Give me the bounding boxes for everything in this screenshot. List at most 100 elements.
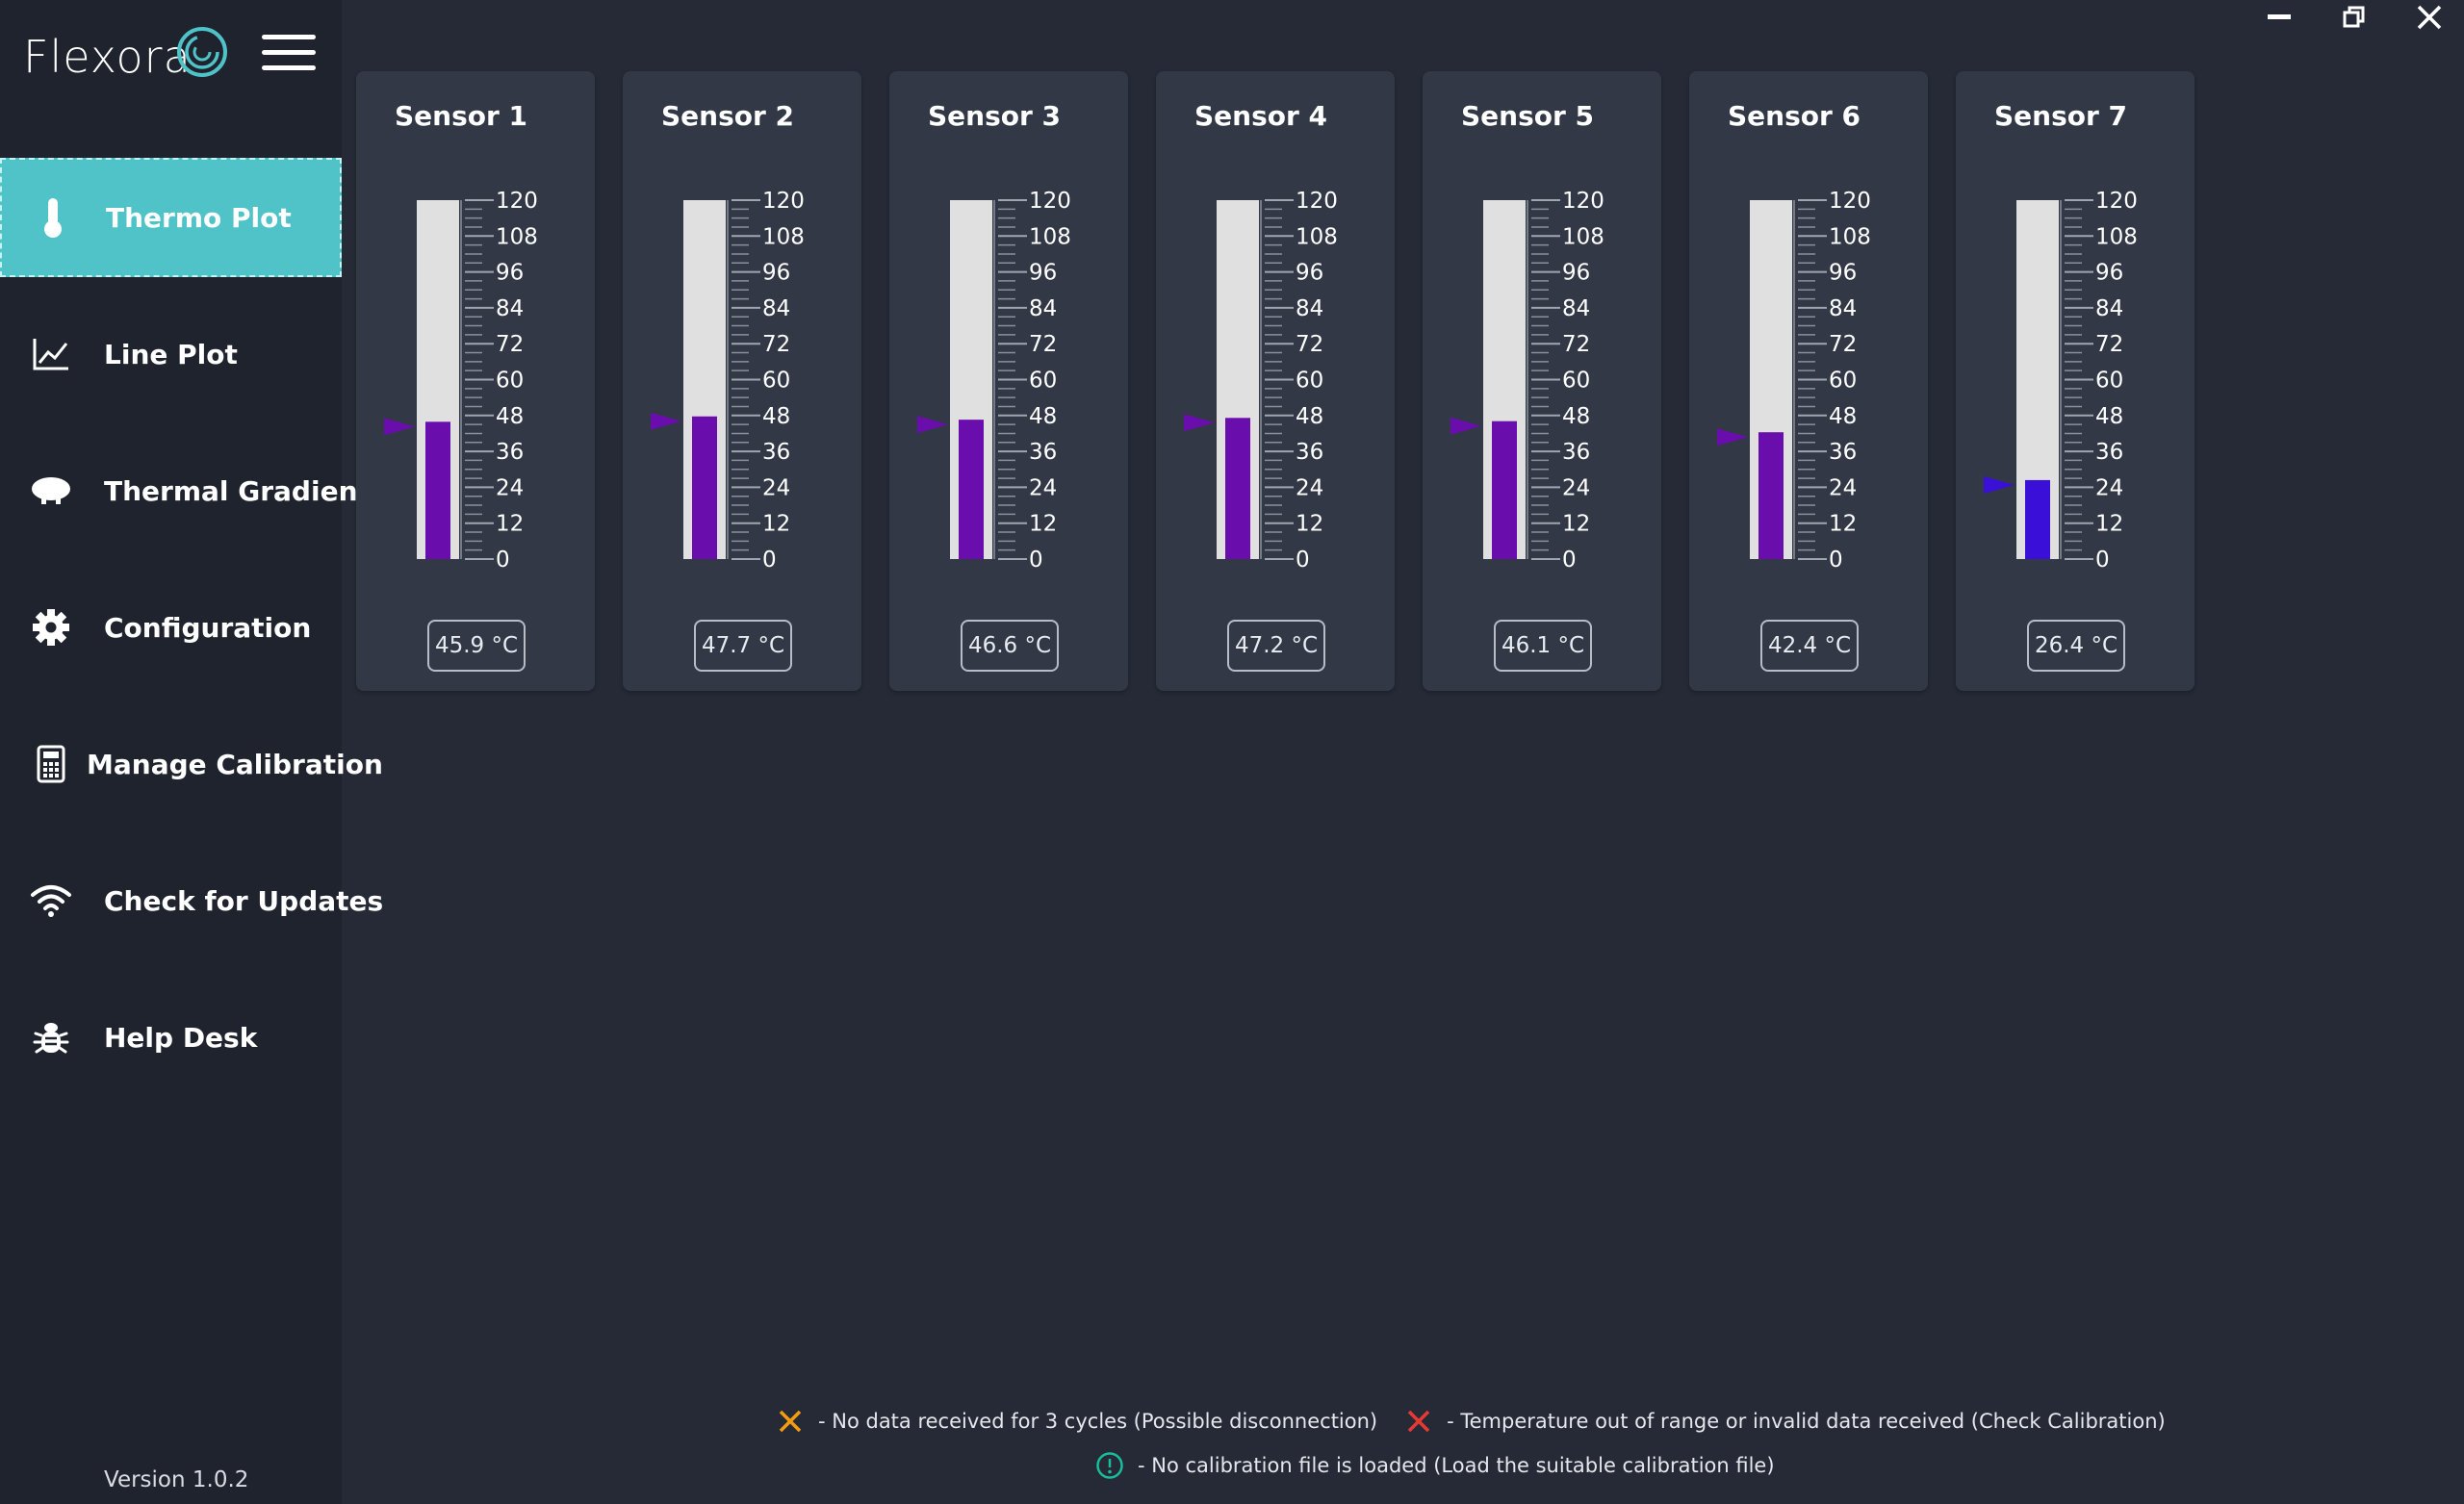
tick-label: 72: [2095, 332, 2123, 357]
value-pointer: [1717, 428, 1748, 446]
sidebar-item-line-plot[interactable]: Line Plot: [0, 294, 342, 414]
legend-row-2: - No calibration file is loaded (Load th…: [1095, 1451, 1802, 1480]
sidebar-item-configuration[interactable]: Configuration: [0, 568, 342, 687]
tick-label: 48: [1562, 404, 1590, 429]
tick-label: 120: [762, 189, 805, 214]
sidebar-item-label: Configuration: [104, 611, 312, 644]
tick-label: 12: [1562, 512, 1590, 537]
tick-label: 12: [2095, 512, 2123, 537]
tick-label: 0: [1029, 548, 1043, 573]
sidebar: Flexora Thermo Plot: [0, 0, 383, 1504]
tick-label: 48: [762, 404, 790, 429]
restore-button[interactable]: [2327, 0, 2381, 35]
legend-no-data-text: - No data received for 3 cycles (Possibl…: [818, 1410, 1378, 1433]
tick-label: 0: [1562, 548, 1577, 573]
tick-label: 108: [1296, 224, 1338, 249]
hamburger-line: [262, 65, 316, 70]
tick-label: 48: [2095, 404, 2123, 429]
tick-label: 84: [1829, 296, 1857, 321]
version-label: Version 1.0.2: [104, 1467, 249, 1492]
value-pointer: [1184, 414, 1215, 432]
sidebar-item-check-for-updates[interactable]: Check for Updates: [0, 841, 383, 960]
legend-out-of-range: - Temperature out of range or invalid da…: [1404, 1407, 2166, 1436]
sidebar-item-manage-calibration[interactable]: Manage Calibration: [0, 704, 383, 824]
tick-label: 36: [2095, 440, 2123, 465]
legend-out-of-range-text: - Temperature out of range or invalid da…: [1447, 1410, 2166, 1433]
sidebar-item-thermo-plot[interactable]: Thermo Plot: [0, 158, 342, 277]
sensor-card: Sensor 7 120 108 96 84 72 60 48 36 24 12 0 26.4 °C: [1956, 71, 2194, 691]
tick-label: 120: [496, 189, 538, 214]
tick-label: 0: [2095, 548, 2110, 573]
value-pointer: [1984, 475, 2015, 494]
tick-label: 24: [762, 475, 790, 500]
tick-label: 96: [2095, 261, 2123, 286]
tick-label: 72: [1296, 332, 1323, 357]
tick-label: 108: [1562, 224, 1604, 249]
tick-label: 72: [762, 332, 790, 357]
calculator-icon: [29, 742, 73, 786]
tick-label: 108: [1829, 224, 1871, 249]
tick-label: 36: [1029, 440, 1057, 465]
sensor-title: Sensor 2: [661, 100, 795, 132]
tick-label: 96: [1829, 261, 1857, 286]
tick-label: 48: [496, 404, 524, 429]
tick-label: 48: [1829, 404, 1857, 429]
temperature-bar: [2025, 479, 2050, 559]
line-chart-icon: [29, 332, 73, 376]
temperature-readout: 47.7 °C: [694, 620, 792, 672]
legend-no-data: - No data received for 3 cycles (Possibl…: [776, 1407, 1377, 1436]
sidebar-item-help-desk[interactable]: Help Desk: [0, 978, 342, 1097]
wifi-icon: [29, 879, 73, 923]
thermal-gradient-icon: [29, 469, 73, 513]
red-cross-icon: [1404, 1407, 1433, 1436]
sidebar-item-thermal-gradient[interactable]: Thermal Gradient: [0, 431, 371, 550]
sensor-card: Sensor 2 120 108 96 84 72 60 48 36 24 12 0 47.7 °C: [623, 71, 861, 691]
value-pointer: [917, 416, 948, 434]
tick-label: 60: [762, 369, 790, 394]
sensor-card: Sensor 5 120 108 96 84 72 60 48 36 24 12 0 46.1 °C: [1423, 71, 1661, 691]
orange-cross-icon: [776, 1407, 805, 1436]
tick-label: 24: [1029, 475, 1057, 500]
tick-label: 36: [1562, 440, 1590, 465]
sidebar-item-label: Help Desk: [104, 1021, 258, 1054]
tick-label: 60: [496, 369, 524, 394]
temperature-readout: 42.4 °C: [1760, 620, 1859, 672]
temperature-bar: [692, 416, 717, 559]
gear-icon: [29, 605, 73, 650]
tick-label: 120: [2095, 189, 2138, 214]
tick-label: 0: [1296, 548, 1310, 573]
tick-label: 24: [1296, 475, 1323, 500]
tick-label: 24: [1562, 475, 1590, 500]
minimize-icon: [2268, 14, 2291, 19]
logo-swirl-icon: [177, 27, 227, 77]
bug-icon: [29, 1015, 73, 1059]
tick-label: 12: [762, 512, 790, 537]
temperature-bar: [1758, 432, 1784, 559]
tick-label: 60: [1562, 369, 1590, 394]
sensor-card: Sensor 4 120 108 96 84 72 60 48 36 24 12 0 47.2 °C: [1156, 71, 1395, 691]
tick-label: 120: [1562, 189, 1604, 214]
legend-no-calibration: - No calibration file is loaded (Load th…: [1095, 1451, 1775, 1480]
tick-label: 36: [1829, 440, 1857, 465]
sensor-card: Sensor 1 120 108 96 84 72 60 48 36 24 12 0 45.9 °C: [356, 71, 595, 691]
sensor-title: Sensor 1: [395, 100, 528, 132]
tick-label: 120: [1029, 189, 1071, 214]
tick-label: 84: [2095, 296, 2123, 321]
logo: Flexora: [23, 23, 227, 90]
sensor-title: Sensor 3: [928, 100, 1062, 132]
hamburger-menu-button[interactable]: [262, 35, 316, 73]
temperature-readout: 46.1 °C: [1494, 620, 1592, 672]
value-pointer: [651, 412, 681, 430]
minimize-button[interactable]: [2252, 0, 2306, 35]
tick-label: 12: [1296, 512, 1323, 537]
close-button[interactable]: [2402, 0, 2456, 35]
tick-label: 108: [496, 224, 538, 249]
tick-label: 0: [762, 548, 777, 573]
tick-label: 96: [1562, 261, 1590, 286]
restore-icon: [2343, 6, 2365, 28]
hamburger-line: [262, 35, 316, 39]
